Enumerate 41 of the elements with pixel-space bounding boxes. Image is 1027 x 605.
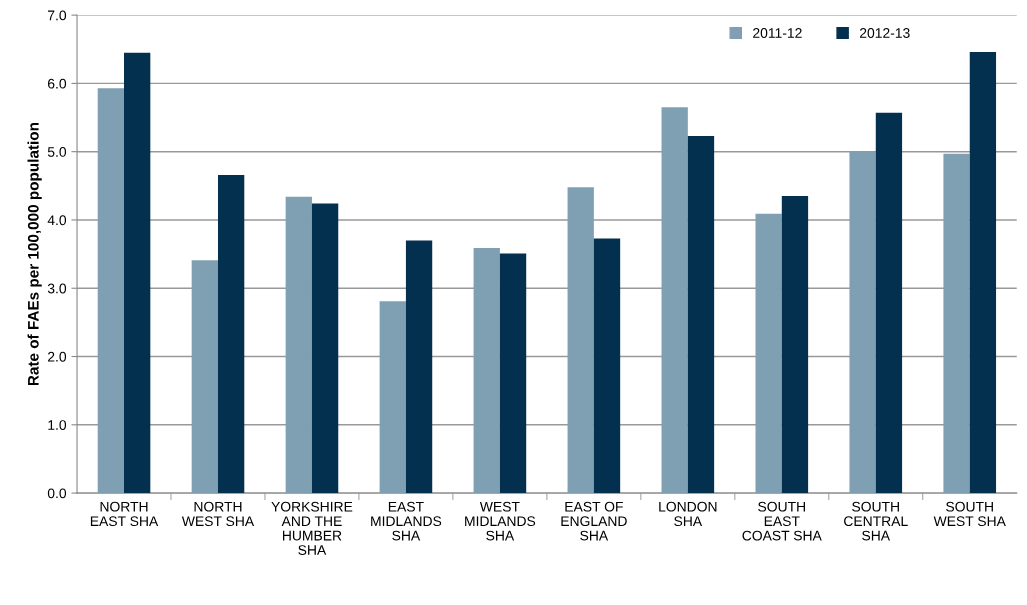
legend-label: 2012-13 — [859, 28, 910, 38]
x-tick-label: NORTH EAST SHA — [90, 501, 159, 527]
y-tick-label: 2.0 — [48, 351, 67, 362]
bar — [661, 107, 688, 494]
legend-label: 2011-12 — [753, 28, 802, 38]
y-tick-label: 4.0 — [47, 215, 67, 226]
y-tick-label: 1.0 — [48, 420, 67, 430]
bar — [499, 253, 527, 494]
bar — [379, 301, 406, 494]
bar — [124, 52, 151, 494]
bar — [285, 196, 312, 494]
x-tick-label: EAST MIDLANDS SHA — [371, 501, 442, 541]
bar — [875, 112, 903, 494]
x-tick-label: SOUTH CENTRAL SHA — [844, 501, 908, 541]
bar — [191, 260, 218, 494]
x-tick-label: YORKSHIRE AND THE HUMBER SHA — [271, 501, 353, 555]
x-tick-label: WEST MIDLANDS SHA — [465, 501, 536, 541]
bar — [969, 52, 997, 494]
bar — [97, 88, 125, 494]
y-tick-label: 7.0 — [48, 10, 67, 21]
bar — [217, 174, 245, 494]
y-axis-title: Rate of FAEs per 100,000 population — [27, 123, 42, 386]
x-tick-label: SOUTH WEST SHA — [933, 501, 1006, 527]
x-tick-label: SOUTH EAST COAST SHA — [742, 501, 822, 541]
bar — [849, 151, 876, 494]
y-tick-label: 6.0 — [48, 78, 67, 89]
y-tick-label: 3.0 — [47, 283, 67, 294]
x-tick-label: NORTH WEST SHA — [181, 501, 255, 527]
bar — [311, 203, 339, 494]
x-tick-label: EAST OF ENGLAND SHA — [561, 501, 627, 541]
bar — [943, 153, 970, 494]
y-tick-label: 5.0 — [47, 147, 67, 157]
bar — [755, 213, 782, 494]
bar — [567, 187, 594, 494]
bar — [781, 196, 809, 494]
bar — [405, 240, 433, 494]
y-tick-label: 0.0 — [47, 488, 67, 499]
x-tick-label: LONDON SHA — [659, 501, 717, 527]
bar — [593, 238, 621, 494]
bar — [687, 135, 715, 494]
bar — [473, 247, 500, 494]
